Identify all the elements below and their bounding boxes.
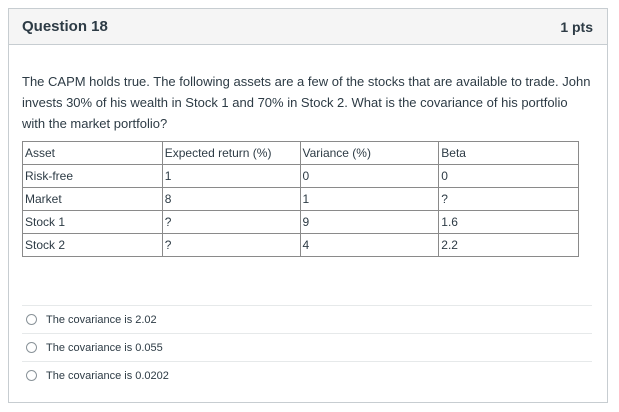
question-title: Question 18 — [22, 18, 108, 35]
table-row: Stock 1 ? 9 1.6 — [22, 210, 579, 234]
table-cell: 1.6 — [438, 210, 579, 234]
table-cell: ? — [161, 210, 301, 234]
radio-button[interactable] — [26, 314, 37, 325]
table-row: Stock 2 ? 4 2.2 — [22, 233, 579, 257]
answer-label: The covariance is 0.0202 — [46, 369, 169, 382]
table-header-cell: Asset — [22, 141, 163, 165]
question-header: Question 18 1 pts — [9, 9, 607, 45]
table-cell: ? — [438, 187, 579, 211]
question-text: The CAPM holds true. The following asset… — [22, 74, 591, 131]
question-body: The CAPM holds true. The following asset… — [9, 45, 607, 389]
table-cell: Risk-free — [22, 164, 163, 188]
radio-button[interactable] — [26, 370, 37, 381]
table-header-row: Asset Expected return (%) Variance (%) B… — [22, 141, 579, 165]
table-cell: Stock 1 — [22, 210, 163, 234]
table-cell: Market — [22, 187, 163, 211]
table-cell: 4 — [299, 233, 440, 257]
answer-label: The covariance is 2.02 — [46, 313, 157, 326]
answer-list: The covariance is 2.02 The covariance is… — [22, 305, 592, 389]
table-cell: ? — [161, 233, 301, 257]
table-header-cell: Beta — [438, 141, 579, 165]
table-row: Risk-free 1 0 0 — [22, 164, 579, 188]
radio-button[interactable] — [26, 342, 37, 353]
table-header-cell: Expected return (%) — [161, 141, 301, 165]
table-cell: 9 — [299, 210, 440, 234]
assets-table: Asset Expected return (%) Variance (%) B… — [22, 141, 579, 257]
answer-label: The covariance is 0.055 — [46, 341, 163, 354]
table-cell: Stock 2 — [22, 233, 163, 257]
table-cell: 0 — [438, 164, 579, 188]
table-header-cell: Variance (%) — [299, 141, 440, 165]
table-cell: 1 — [161, 164, 301, 188]
question-points: 1 pts — [560, 18, 593, 35]
table-cell: 2.2 — [438, 233, 579, 257]
question-card: Question 18 1 pts The CAPM holds true. T… — [8, 8, 608, 403]
table-cell: 1 — [299, 187, 440, 211]
table-row: Market 8 1 ? — [22, 187, 579, 211]
answer-option-3[interactable]: The covariance is 0.0202 — [22, 361, 592, 389]
answer-option-2[interactable]: The covariance is 0.055 — [22, 333, 592, 361]
table-cell: 8 — [161, 187, 301, 211]
answer-option-1[interactable]: The covariance is 2.02 — [22, 305, 592, 333]
table-cell: 0 — [299, 164, 440, 188]
